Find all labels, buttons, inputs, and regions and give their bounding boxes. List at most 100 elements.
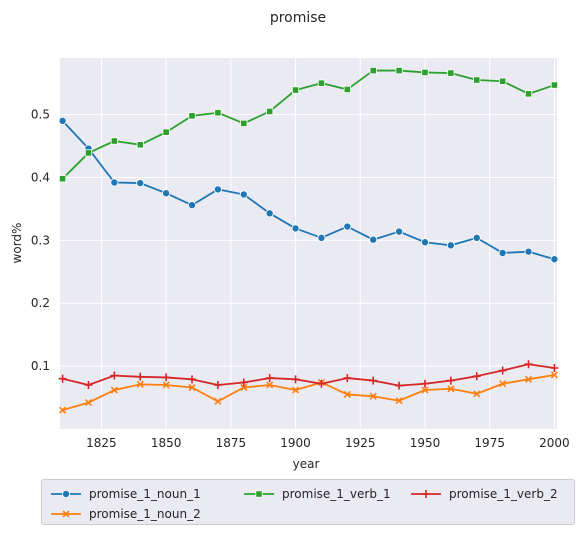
data-point [421,68,429,77]
data-point [446,241,455,250]
data-point [214,397,222,405]
y-tick-label: 0.3 [31,233,50,247]
data-point [498,248,507,257]
data-point [524,360,533,369]
y-axis-label: word% [10,223,24,264]
y-tick-label: 0.5 [31,108,50,122]
data-point [136,141,144,149]
x-tick-label: 1900 [280,436,311,450]
data-point [498,366,507,375]
legend-marker-square [244,490,274,498]
data-point [58,175,67,183]
data-point [84,149,93,157]
data-point [188,383,196,392]
data-point [550,255,559,264]
x-tick-labels: 1825 1850 1875 1900 1925 1950 1975 2000 [86,436,570,450]
data-point [110,178,119,187]
data-point [369,66,377,75]
data-point [524,375,533,383]
legend: promise_1_noun_1 promise_1_noun_2 promis… [41,479,575,525]
data-point [550,364,559,373]
legend-marker-x [51,510,81,518]
x-axis-label: year [293,457,320,471]
data-point [213,185,222,194]
data-point [84,380,93,389]
y-tick-label: 0.2 [31,296,50,310]
legend-label: promise_1_verb_1 [282,487,391,501]
data-point [58,374,67,383]
x-tick-label: 1950 [410,436,441,450]
data-point [110,137,118,145]
data-point [369,392,377,400]
data-point [136,380,144,388]
data-point [291,86,300,94]
legend-item-promise-1-noun-1: promise_1_noun_1 [51,485,201,503]
x-tick-label: 2000 [539,436,570,450]
series-line [61,120,555,261]
series-promise-1-noun-1 [58,116,559,264]
data-point [395,381,404,390]
data-point [343,222,352,231]
data-point [524,247,533,256]
x-tick-label: 1875 [216,436,247,450]
x-tick-label: 1925 [345,436,376,450]
legend-label: promise_1_noun_1 [89,487,201,501]
data-point [162,373,171,382]
data-point [240,383,248,392]
x-tick-label: 1850 [151,436,182,450]
legend-marker-plus [411,490,441,498]
data-point [369,376,378,385]
data-point [240,119,248,127]
data-point [343,85,351,94]
y-tick-label: 0.4 [31,170,50,184]
plot-background [60,58,557,429]
data-point [266,107,274,116]
data-point [291,386,300,394]
data-point [472,233,481,242]
data-point [188,112,196,120]
x-tick-label: 1825 [86,436,117,450]
data-point [473,390,481,398]
x-tick-label: 1975 [474,436,505,450]
data-point [343,374,352,383]
series-layer [58,66,559,414]
data-point [239,378,248,387]
series-line [62,363,555,387]
data-point [291,375,300,384]
legend-item-promise-1-verb-2: promise_1_verb_2 [411,485,558,503]
series-promise-1-verb-2 [58,360,559,390]
data-point [447,385,455,393]
data-point [420,238,429,247]
data-point [110,371,119,380]
data-point [499,77,507,85]
data-point [136,179,145,188]
y-tick-labels: 0.1 0.2 0.3 0.4 0.5 [31,108,50,374]
data-point [395,66,403,75]
data-point [162,128,170,136]
data-point [395,397,403,405]
data-point [550,371,558,379]
data-point [291,224,300,233]
data-point [317,79,326,87]
data-point [421,386,429,394]
legend-marker-circle [51,490,81,498]
data-point [162,189,171,198]
data-point [317,379,326,388]
data-point [136,372,145,381]
data-point [213,380,222,389]
data-point [446,376,455,385]
legend-item-promise-1-noun-2: promise_1_noun_2 [51,505,201,523]
data-point [550,81,559,89]
data-point [239,190,248,199]
data-point [110,386,118,394]
data-point [524,90,533,98]
data-point [214,109,222,117]
data-point [265,374,274,383]
data-point [59,406,67,414]
chart-title: promise [270,10,326,26]
data-point [162,381,170,389]
data-point [188,375,197,384]
legend-item-promise-1-verb-1: promise_1_verb_1 [244,485,391,503]
y-tick-label: 0.1 [31,359,50,373]
